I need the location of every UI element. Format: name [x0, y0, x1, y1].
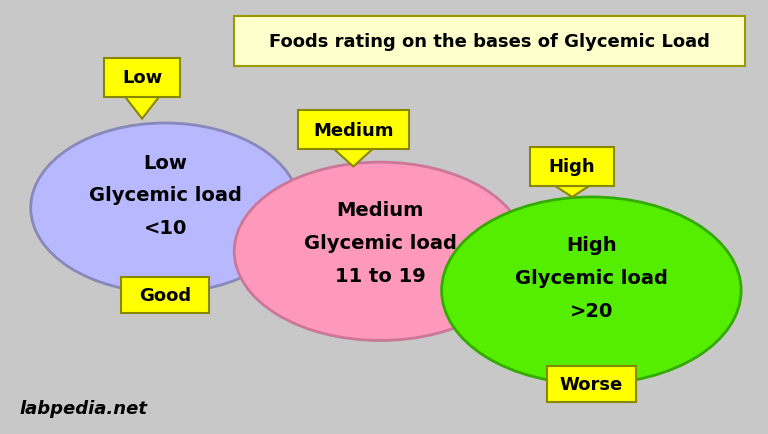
- Text: Low: Low: [122, 69, 162, 87]
- Text: Foods rating on the bases of Glycemic Load: Foods rating on the bases of Glycemic Lo…: [269, 33, 710, 51]
- Polygon shape: [125, 98, 159, 119]
- Text: High: High: [549, 158, 595, 176]
- Text: <10: <10: [144, 218, 187, 237]
- Text: Glycemic load: Glycemic load: [88, 186, 242, 205]
- FancyBboxPatch shape: [547, 366, 635, 402]
- Ellipse shape: [31, 124, 300, 293]
- Text: >20: >20: [570, 301, 613, 320]
- Text: 11 to 19: 11 to 19: [335, 266, 425, 285]
- Text: labpedia.net: labpedia.net: [19, 399, 147, 417]
- Polygon shape: [334, 150, 372, 167]
- Text: Worse: Worse: [560, 375, 623, 393]
- FancyBboxPatch shape: [530, 148, 614, 187]
- Text: Medium: Medium: [336, 201, 424, 220]
- FancyBboxPatch shape: [104, 59, 180, 98]
- Text: Low: Low: [143, 153, 187, 172]
- Text: High: High: [566, 236, 617, 255]
- Ellipse shape: [234, 163, 526, 341]
- Ellipse shape: [442, 197, 741, 384]
- Text: Glycemic load: Glycemic load: [515, 268, 668, 287]
- Text: Good: Good: [139, 286, 191, 304]
- Text: Medium: Medium: [313, 121, 393, 139]
- FancyBboxPatch shape: [234, 17, 745, 67]
- FancyBboxPatch shape: [298, 111, 409, 150]
- FancyBboxPatch shape: [121, 277, 209, 313]
- Text: Glycemic load: Glycemic load: [303, 233, 457, 253]
- Polygon shape: [555, 187, 589, 197]
